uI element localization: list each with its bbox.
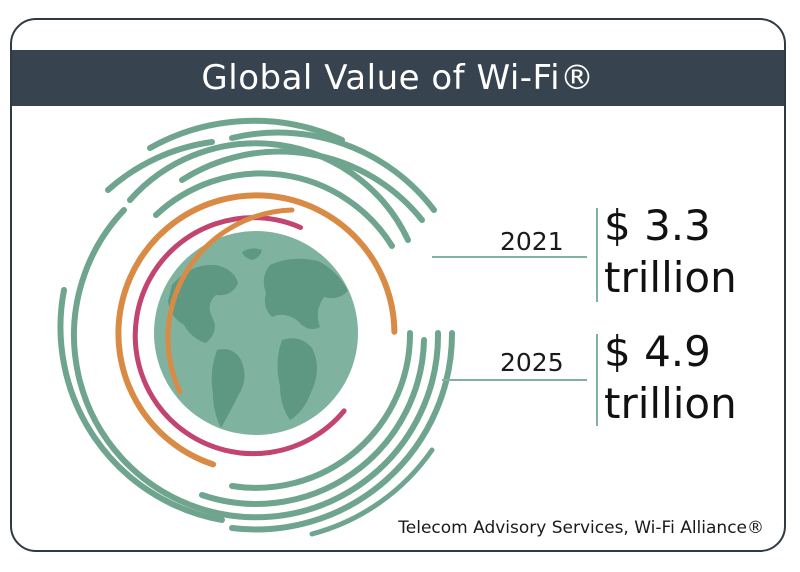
arc-orange-inner	[165, 207, 295, 395]
arc-green-3	[127, 140, 411, 243]
source-credit: Telecom Advisory Services, Wi-Fi Allianc…	[398, 518, 764, 538]
arc-green-7	[105, 139, 215, 193]
value-2025: $ 4.9 trillion	[604, 326, 737, 430]
title-bar: Global Value of Wi-Fi®	[12, 50, 784, 106]
infographic-card: Global Value of Wi-Fi®	[10, 18, 786, 552]
arc-magenta	[132, 215, 347, 457]
connector-lines	[432, 208, 598, 426]
arc-green-11	[147, 117, 345, 151]
globe-icon	[154, 231, 358, 435]
arc-green-2	[229, 330, 414, 491]
value-2021: $ 3.3 trillion	[604, 200, 737, 304]
arc-green-12	[309, 447, 435, 537]
arc-green-6	[71, 207, 442, 521]
arc-green-8	[229, 129, 437, 213]
globe-graphic	[57, 117, 598, 537]
value-2021-unit: trillion	[604, 253, 737, 302]
arc-green-10	[57, 287, 225, 523]
arc-orange-outer	[115, 192, 398, 468]
arc-green-5	[179, 148, 425, 223]
arc-green-4	[199, 337, 427, 507]
value-2025-amount: $ 4.9	[604, 327, 711, 376]
value-2021-amount: $ 3.3	[604, 201, 711, 250]
year-2021-label: 2021	[500, 227, 564, 256]
page-title: Global Value of Wi-Fi®	[201, 58, 595, 98]
arc-green-1	[153, 170, 395, 249]
year-2025-label: 2025	[500, 348, 564, 377]
value-2025-unit: trillion	[604, 379, 737, 428]
